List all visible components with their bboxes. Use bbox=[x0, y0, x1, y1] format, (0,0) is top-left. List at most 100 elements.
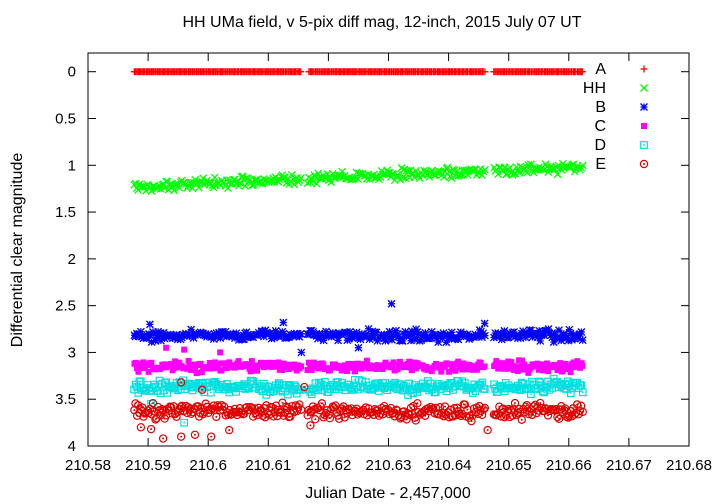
data-point bbox=[481, 68, 489, 76]
y-tick-label: 0 bbox=[68, 64, 76, 81]
data-point bbox=[311, 415, 320, 424]
data-point bbox=[394, 366, 401, 373]
data-point bbox=[296, 329, 305, 338]
data-point bbox=[557, 360, 564, 367]
data-point-outlier bbox=[145, 320, 154, 329]
x-tick-label: 210.59 bbox=[125, 457, 171, 474]
data-point bbox=[351, 360, 358, 367]
data-point bbox=[460, 360, 467, 367]
y-tick-label: 3 bbox=[68, 344, 76, 361]
data-point bbox=[307, 390, 316, 399]
y-tick-label: 3.5 bbox=[55, 391, 76, 408]
legend-label: A bbox=[595, 61, 606, 78]
data-point bbox=[468, 389, 477, 397]
data-point bbox=[396, 358, 403, 365]
data-point bbox=[496, 365, 503, 372]
data-point bbox=[274, 363, 281, 370]
data-point bbox=[281, 402, 291, 411]
data-point-outlier bbox=[146, 424, 156, 434]
series-hh bbox=[130, 159, 587, 195]
data-point bbox=[250, 362, 257, 369]
data-point bbox=[379, 365, 386, 372]
data-point bbox=[443, 163, 452, 172]
data-point bbox=[364, 324, 373, 333]
data-point bbox=[571, 364, 578, 371]
x-tick-label: 210.63 bbox=[366, 457, 412, 474]
data-point bbox=[390, 359, 397, 366]
data-point bbox=[154, 386, 162, 395]
data-point bbox=[249, 181, 258, 190]
data-point bbox=[438, 368, 445, 375]
data-point bbox=[553, 412, 562, 422]
data-point bbox=[212, 359, 219, 366]
data-point bbox=[412, 385, 421, 394]
data-point bbox=[215, 360, 222, 367]
data-point bbox=[480, 165, 489, 174]
data-point bbox=[191, 366, 198, 373]
y-tick-label: 2 bbox=[68, 251, 76, 268]
data-point bbox=[210, 173, 219, 182]
series-b bbox=[130, 299, 587, 357]
data-point bbox=[404, 391, 412, 399]
data-point bbox=[247, 368, 254, 375]
y-tick-label: 2.5 bbox=[55, 298, 76, 315]
data-point bbox=[460, 400, 470, 409]
data-point-outlier bbox=[158, 434, 168, 443]
y-axis-label: Differential clear magnitude bbox=[9, 153, 26, 348]
data-point-outlier bbox=[217, 349, 224, 356]
data-points bbox=[130, 68, 587, 443]
legend-marker bbox=[640, 141, 648, 149]
data-point-outlier bbox=[297, 348, 306, 357]
data-point bbox=[545, 368, 552, 375]
data-point bbox=[517, 378, 526, 387]
data-point bbox=[508, 359, 515, 366]
x-tick-label: 210.58 bbox=[65, 457, 111, 474]
data-point bbox=[184, 365, 191, 372]
data-point bbox=[310, 359, 317, 366]
data-point bbox=[305, 359, 312, 366]
x-tick-label: 210.61 bbox=[245, 457, 291, 474]
data-point bbox=[578, 161, 587, 170]
data-point-outlier bbox=[136, 423, 146, 432]
data-point bbox=[402, 415, 411, 424]
data-point bbox=[578, 388, 587, 397]
data-point bbox=[555, 364, 562, 371]
data-point bbox=[447, 361, 454, 368]
x-tick-label: 210.66 bbox=[546, 457, 592, 474]
data-point bbox=[389, 364, 396, 371]
data-point bbox=[217, 381, 226, 389]
x-tick-label: 210.62 bbox=[305, 457, 351, 474]
data-point bbox=[136, 365, 143, 372]
data-point bbox=[400, 165, 409, 174]
data-point bbox=[446, 368, 453, 375]
data-point bbox=[480, 403, 490, 413]
data-point bbox=[545, 385, 554, 394]
data-point bbox=[569, 160, 578, 169]
data-point bbox=[456, 411, 466, 421]
data-point bbox=[408, 367, 415, 374]
data-point bbox=[297, 68, 305, 76]
data-point bbox=[320, 377, 329, 386]
data-point bbox=[235, 358, 242, 365]
data-point-outlier bbox=[306, 421, 315, 430]
data-point-outlier bbox=[197, 385, 207, 395]
data-point bbox=[271, 359, 278, 366]
data-point bbox=[452, 367, 459, 374]
series-d bbox=[130, 374, 587, 427]
data-point bbox=[559, 367, 566, 374]
data-point bbox=[562, 385, 571, 393]
y-tick-label: 1.5 bbox=[55, 204, 76, 221]
data-point bbox=[296, 173, 305, 182]
x-tick-label: 210.67 bbox=[606, 457, 652, 474]
data-point bbox=[198, 409, 208, 419]
data-point bbox=[344, 367, 351, 374]
data-point bbox=[351, 368, 358, 375]
data-point bbox=[193, 370, 200, 377]
data-point-outlier bbox=[387, 299, 396, 308]
legend-label: HH bbox=[583, 80, 606, 97]
data-point bbox=[294, 178, 303, 187]
series-e bbox=[130, 378, 587, 443]
data-point bbox=[525, 369, 532, 376]
data-point-outlier bbox=[176, 432, 186, 441]
